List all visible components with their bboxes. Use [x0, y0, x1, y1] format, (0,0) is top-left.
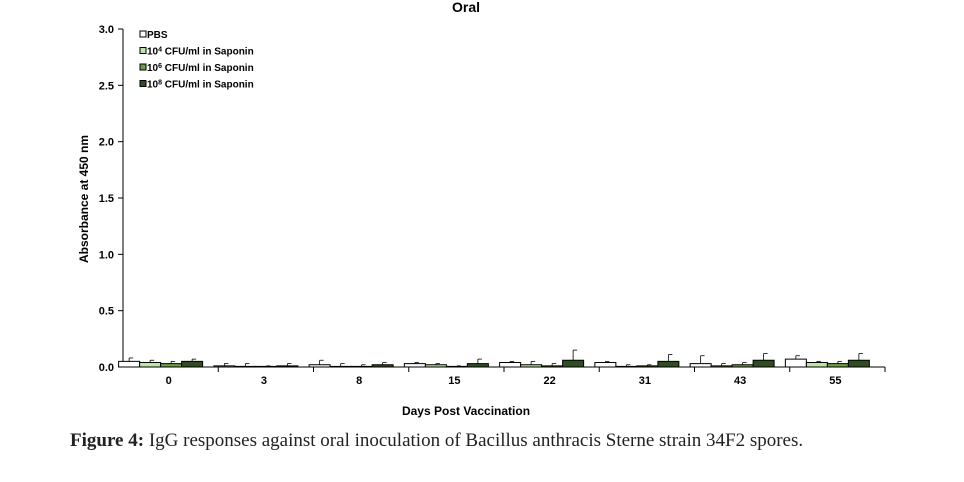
- y-tick-label: 2.0: [99, 137, 114, 149]
- bar: [562, 359, 585, 368]
- bar: [594, 361, 617, 368]
- bars: [118, 349, 870, 368]
- x-tick-label: 3: [261, 375, 267, 387]
- bar: [424, 364, 447, 368]
- legend-entry: 104 CFU/ml in Saponin: [147, 46, 254, 58]
- x-tick-label: 15: [448, 375, 460, 387]
- bar: [181, 360, 204, 368]
- bar: [371, 364, 394, 368]
- figure-caption-text: IgG responses against oral inoculation o…: [144, 430, 804, 451]
- bar: [234, 365, 257, 368]
- y-tick-label: 3.0: [99, 24, 114, 36]
- bar: [276, 365, 299, 368]
- bar: [541, 365, 564, 368]
- axes: 0.0 0.5 1.0 1.5 2.0 2.5 3.0 0 3 8 15 22 31 43 55: [99, 24, 886, 387]
- y-tick-label: 1.0: [99, 249, 114, 261]
- bar: [689, 363, 712, 368]
- x-tick-label: 0: [166, 375, 172, 387]
- legend-entry: 108 CFU/ml in Saponin: [147, 79, 254, 91]
- x-tick-label: 55: [829, 375, 841, 387]
- x-tick-label: 31: [639, 375, 651, 387]
- bar: [160, 363, 183, 368]
- x-tick-label: 8: [356, 375, 362, 387]
- y-axis-label: Absorbance at 450 nm: [77, 135, 91, 263]
- bar: [499, 361, 522, 368]
- legend-swatch: [139, 63, 147, 71]
- legend-swatch: [139, 80, 147, 87]
- bar-chart: Oral 0.00.51.01.52.02.53.00 3 8 15 22 31 43 55 …: [77, 0, 886, 418]
- bar: [847, 359, 870, 368]
- legend-swatch: [139, 30, 147, 38]
- y-tick-label: 1.5: [99, 193, 114, 205]
- legend-entry: PBS: [147, 30, 168, 41]
- y-tick-label: 0.5: [99, 306, 114, 318]
- chart-title: Oral: [452, 0, 480, 15]
- bar: [255, 365, 278, 368]
- bar: [445, 365, 468, 368]
- y-tick-label: 2.5: [99, 80, 114, 92]
- bar: [826, 363, 849, 368]
- bar: [308, 364, 331, 368]
- bar: [731, 364, 754, 368]
- bar: [329, 365, 352, 368]
- bar: [784, 358, 807, 368]
- x-tick-label: 22: [544, 375, 556, 387]
- bar: [213, 365, 236, 368]
- bar: [139, 361, 162, 368]
- x-axis-label: Days Post Vaccination: [402, 404, 530, 418]
- figure-caption: Figure 4: IgG responses against oral ino…: [70, 430, 803, 452]
- bar: [636, 365, 659, 368]
- legend: PBS 104 CFU/ml in Saponin 106 CFU/ml in Sa…: [139, 30, 254, 91]
- legend-entry: 106 CFU/ml in Saponin: [147, 63, 254, 75]
- bar: [805, 361, 828, 368]
- bar: [520, 364, 543, 368]
- y-tick-label: 0.0: [99, 362, 114, 374]
- x-tick-label: 43: [734, 375, 746, 387]
- bar: [403, 363, 426, 368]
- bar: [118, 360, 141, 368]
- bar: [466, 363, 489, 368]
- bar: [657, 360, 680, 368]
- bar: [615, 365, 638, 368]
- figure-caption-label: Figure 4:: [70, 430, 145, 451]
- bar: [752, 359, 775, 368]
- bar: [350, 365, 373, 368]
- legend-swatch: [139, 47, 147, 54]
- bar: [710, 365, 733, 368]
